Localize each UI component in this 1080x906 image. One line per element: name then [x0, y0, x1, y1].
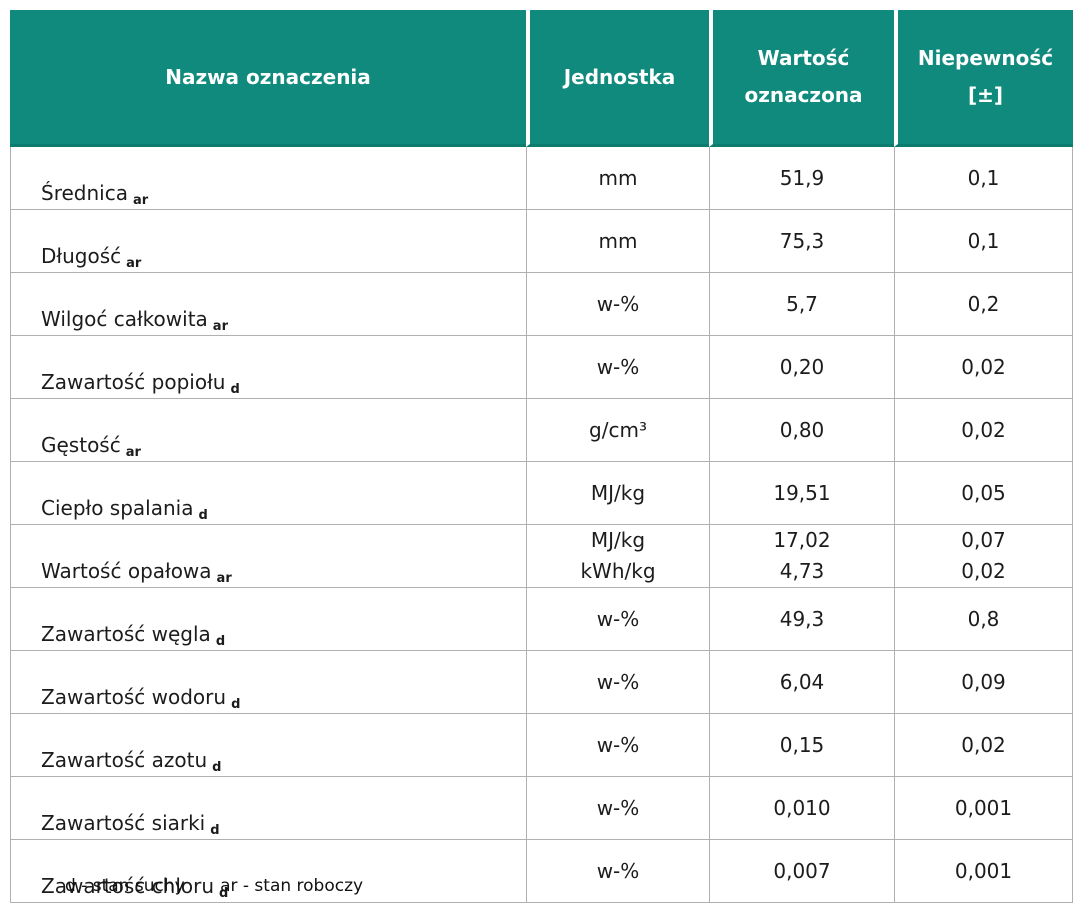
unit-cell: w-% [526, 714, 709, 777]
parameter-name-cell: Gęstość ar [10, 399, 526, 462]
uncertainty-cell: 0,05 [894, 462, 1073, 525]
parameter-name-label: Wilgoć całkowita [41, 307, 208, 331]
value-cell: 51,9 [709, 147, 894, 210]
value-cell: 0,15 [709, 714, 894, 777]
parameter-name-cell: Ciepło spalania d [10, 462, 526, 525]
uncertainty-cell: 0,8 [894, 588, 1073, 651]
table-row: Długość ar mm 75,3 0,1 [10, 210, 1073, 273]
table-row: Zawartość popiołu d w-% 0,20 0,02 [10, 336, 1073, 399]
table-row: Zawartość węgla d w-% 49,3 0,8 [10, 588, 1073, 651]
unit-cell: w-% [526, 588, 709, 651]
unit-cell: g/cm³ [526, 399, 709, 462]
table-row: Ciepło spalania d MJ/kg 19,51 0,05 [10, 462, 1073, 525]
value-cell: 49,3 [709, 588, 894, 651]
uncertainty-cell: 0,09 [894, 651, 1073, 714]
value-cell: 75,3 [709, 210, 894, 273]
value-cell: 0,80 [709, 399, 894, 462]
parameter-name-label: Zawartość węgla [41, 622, 211, 646]
table-row: Zawartość chloru d w-% 0,007 0,001 [10, 840, 1073, 903]
uncertainty-cell: 0,07 0,02 [894, 525, 1073, 588]
parameter-name-cell: Średnica ar [10, 147, 526, 210]
parameter-name-label: Długość [41, 244, 122, 268]
parameter-name-label: Zawartość wodoru [41, 685, 227, 709]
parameter-name-label: Zawartość siarki [41, 811, 206, 835]
parameter-name-cell: Zawartość siarki d [10, 777, 526, 840]
footnote-dry-state: d - stan suchy [65, 876, 185, 896]
unit-cell: mm [526, 147, 709, 210]
value-cell: 6,04 [709, 651, 894, 714]
footnote-legend: d - stan suchy ar - stan roboczy [65, 876, 393, 896]
parameter-name-label: Ciepło spalania [41, 496, 194, 520]
fuel-parameters-table: Nazwa oznaczenia Jednostka Wartość oznac… [10, 10, 1073, 903]
unit-cell: MJ/kg [526, 462, 709, 525]
state-subscript: d [198, 508, 208, 523]
value-cell: 17,02 4,73 [709, 525, 894, 588]
uncertainty-cell: 0,02 [894, 336, 1073, 399]
unit-cell: w-% [526, 336, 709, 399]
unit-cell: w-% [526, 651, 709, 714]
table-container: Nazwa oznaczenia Jednostka Wartość oznac… [10, 10, 1073, 903]
column-header-uncertainty: Niepewność [±] [894, 10, 1073, 147]
table-row: Zawartość wodoru d w-% 6,04 0,09 [10, 651, 1073, 714]
uncertainty-cell: 0,1 [894, 147, 1073, 210]
column-header-parameter-name: Nazwa oznaczenia [10, 10, 526, 147]
table-row: Wilgoć całkowita ar w-% 5,7 0,2 [10, 273, 1073, 336]
unit-cell: w-% [526, 777, 709, 840]
table-row: Gęstość ar g/cm³ 0,80 0,02 [10, 399, 1073, 462]
uncertainty-cell: 0,02 [894, 399, 1073, 462]
parameter-name-label: Zawartość popiołu [41, 370, 226, 394]
state-subscript: ar [212, 319, 228, 334]
state-subscript: ar [126, 256, 142, 271]
value-cell: 0,007 [709, 840, 894, 903]
parameter-name-label: Średnica [41, 181, 128, 205]
state-subscript: d [231, 697, 241, 712]
parameter-name-cell: Zawartość azotu d [10, 714, 526, 777]
table-row: Zawartość azotu d w-% 0,15 0,02 [10, 714, 1073, 777]
state-subscript: d [230, 382, 240, 397]
parameter-name-label: Wartość opałowa [41, 559, 212, 583]
parameter-name-cell: Długość ar [10, 210, 526, 273]
parameter-name-cell: Zawartość wodoru d [10, 651, 526, 714]
footnote-as-received-state: ar - stan roboczy [220, 876, 364, 896]
table-row: Zawartość siarki d w-% 0,010 0,001 [10, 777, 1073, 840]
value-cell: 5,7 [709, 273, 894, 336]
value-cell: 0,20 [709, 336, 894, 399]
state-subscript: d [219, 886, 229, 901]
column-header-value: Wartość oznaczona [709, 10, 894, 147]
state-subscript: d [210, 823, 220, 838]
state-subscript: d [212, 760, 222, 775]
uncertainty-cell: 0,2 [894, 273, 1073, 336]
uncertainty-cell: 0,1 [894, 210, 1073, 273]
state-subscript: ar [216, 571, 232, 586]
state-subscript: d [215, 634, 226, 649]
table-row: Średnica ar mm 51,9 0,1 [10, 147, 1073, 210]
table-header: Nazwa oznaczenia Jednostka Wartość oznac… [10, 10, 1073, 147]
unit-cell: mm [526, 210, 709, 273]
parameter-name-cell: Zawartość popiołu d [10, 336, 526, 399]
uncertainty-cell: 0,02 [894, 714, 1073, 777]
column-header-unit: Jednostka [526, 10, 709, 147]
table-body: Średnica ar mm 51,9 0,1 Długość ar mm 75,3… [10, 147, 1073, 903]
parameter-name-label: Zawartość chloru [41, 874, 215, 898]
parameter-name-cell: Zawartość chloru d [10, 840, 526, 903]
parameter-name-cell: Zawartość węgla d [10, 588, 526, 651]
uncertainty-cell: 0,001 [894, 840, 1073, 903]
state-subscript: ar [132, 193, 149, 208]
state-subscript: ar [125, 445, 141, 460]
parameter-name-cell: Wartość opałowa ar [10, 525, 526, 588]
parameter-name-cell: Wilgoć całkowita ar [10, 273, 526, 336]
header-row: Nazwa oznaczenia Jednostka Wartość oznac… [10, 10, 1073, 147]
parameter-name-label: Gęstość [41, 433, 121, 457]
value-cell: 19,51 [709, 462, 894, 525]
table-row: Wartość opałowa ar MJ/kg kWh/kg 17,02 4,7… [10, 525, 1073, 588]
unit-cell: w-% [526, 273, 709, 336]
uncertainty-cell: 0,001 [894, 777, 1073, 840]
unit-cell: MJ/kg kWh/kg [526, 525, 709, 588]
value-cell: 0,010 [709, 777, 894, 840]
parameter-name-label: Zawartość azotu [41, 748, 208, 772]
unit-cell: w-% [526, 840, 709, 903]
